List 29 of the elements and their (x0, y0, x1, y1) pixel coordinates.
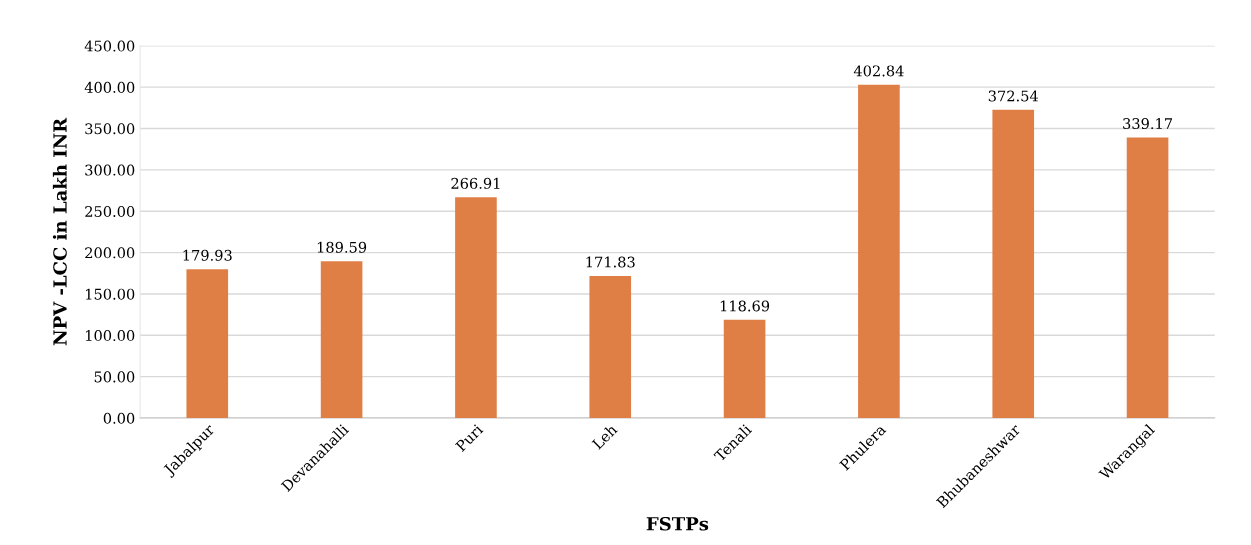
y-axis-title: NPV -LCC in Lakh INR (52, 117, 67, 346)
data-label: 171.83 (586, 256, 635, 268)
data-label: 266.91 (451, 177, 500, 189)
y-tick-label: 300.00 (85, 164, 135, 176)
data-label: 339.17 (1123, 118, 1173, 130)
y-tick-label: 50.00 (94, 371, 135, 383)
y-tick-label: 350.00 (85, 123, 135, 135)
y-tick-label: 150.00 (86, 288, 135, 300)
bar (589, 275, 632, 419)
data-label: 402.84 (853, 65, 904, 77)
y-tick-label: 0.00 (103, 412, 135, 424)
y-tick-label: 400.00 (84, 81, 135, 93)
bar (723, 319, 766, 419)
y-tick-label: 200.00 (85, 247, 135, 259)
data-label: 189.59 (317, 241, 367, 253)
bar (1126, 137, 1169, 419)
x-axis-title: FSTPs (646, 516, 709, 531)
x-tick-label: Leh (591, 423, 618, 450)
bar (858, 84, 900, 419)
bar (455, 197, 497, 419)
data-label: 372.54 (988, 90, 1039, 102)
y-tick-label: 100.00 (86, 330, 135, 342)
data-label: 179.93 (183, 249, 232, 261)
y-tick-label: 250.00 (85, 205, 135, 217)
data-label: 118.69 (720, 300, 770, 312)
y-tick-label: 450.00 (84, 40, 135, 52)
bar (992, 109, 1035, 419)
bar (186, 269, 229, 419)
bar (320, 261, 363, 419)
